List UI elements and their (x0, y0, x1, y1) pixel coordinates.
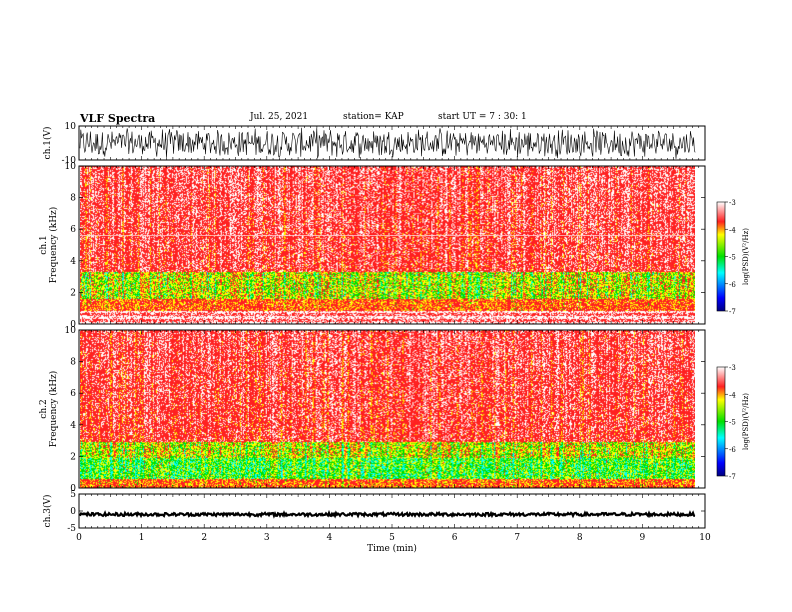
date-label: Jul. 25, 2021 (250, 112, 309, 122)
ch1-colorbar-tick-label: -3 (729, 199, 736, 207)
ch1-spectrogram-y-tick-label: 4 (70, 257, 76, 267)
x-tick-label: 4 (327, 533, 333, 543)
x-tick-label: 10 (699, 533, 711, 543)
ch2-colorbar-tick-label: -3 (729, 364, 736, 372)
ch1-waveform-panel: 10 -10 ch.1(V) (42, 122, 706, 166)
x-tick-label: 9 (640, 533, 646, 543)
x-tick-label: 1 (139, 533, 145, 543)
ch1-spectrogram-channel-label: ch.1 (39, 235, 49, 254)
ch1-spectrogram-panel: 0 2 4 6 8 10 ch.1 Frequency (kHz) (39, 162, 706, 330)
ch2-spectrogram-y-tick-label: 8 (70, 358, 76, 368)
start-time-label: start UT = 7 : 30: 1 (438, 112, 527, 122)
x-tick-label: 5 (389, 533, 395, 543)
x-tick-label: 7 (514, 533, 520, 543)
ch1-spectrogram-y-tick-label: 10 (65, 162, 77, 172)
ch3-y-tick-label: 0 (70, 507, 76, 517)
ch1-spectrogram-heatmap (80, 166, 695, 324)
ch1-colorbar (716, 201, 726, 312)
ch1-colorbar-tick-label: -6 (729, 281, 736, 289)
ch2-spectrogram-y-tick-label: 2 (70, 452, 76, 462)
station-label: station= KAP (343, 112, 404, 122)
ch1-colorbar-tick-label: -5 (729, 254, 736, 262)
ch2-spectrogram-y-tick-label: 10 (65, 326, 77, 336)
x-tick-label: 3 (264, 533, 270, 543)
ch3-y-tick-label: 5 (70, 490, 76, 500)
ch1-spectrogram-y-tick-label: 2 (70, 288, 76, 298)
ch1-y-tick-label: -10 (62, 156, 77, 166)
ch1-spectrogram-y-axis-label: Frequency (kHz) (48, 207, 59, 284)
x-tick-label: 2 (201, 533, 207, 543)
ch1-y-axis-label: ch.1(V) (42, 127, 53, 160)
ch1-spectrogram-y-tick-label: 8 (70, 194, 76, 204)
ch1-waveform-trace (79, 127, 696, 159)
x-tick-label: 0 (76, 533, 82, 543)
ch1-colorbar-tick-label: -4 (729, 226, 736, 234)
colorbars: -3 -4 -5 -6 -7 log(PSD)(V²/Hz) -3 -4 -5 -6 -7 log(P… (716, 199, 750, 481)
ch1-colorbar-tick-label: -7 (729, 308, 736, 316)
ch1-spectrogram-y-tick-label: 0 (70, 320, 76, 330)
ch2-colorbar-label: log(PSD)(V²/Hz) (742, 393, 750, 450)
ch2-colorbar-tick-label: -4 (729, 391, 736, 399)
x-tick-label: 6 (452, 533, 458, 543)
ch2-spectrogram-y-axis-label: Frequency (kHz) (48, 371, 59, 448)
ch3-waveform-frame (78, 493, 706, 529)
ch2-spectrogram-y-tick-label: 0 (70, 484, 76, 494)
ch3-y-tick-label: -5 (67, 524, 76, 534)
ch2-colorbar-tick-label: -7 (729, 473, 736, 481)
ch1-y-tick-label: 10 (65, 122, 77, 132)
ch1-spectrogram-y-tick-label: 6 (70, 225, 76, 235)
ch2-colorbar-tick-label: -5 (729, 419, 736, 427)
x-axis-label: Time (min) (367, 543, 417, 554)
ch3-y-axis-label: ch.3(V) (42, 495, 53, 528)
ch2-spectrogram-heatmap (80, 330, 695, 488)
ch2-spectrogram-channel-label: ch.2 (39, 399, 49, 418)
ch2-spectrogram-y-tick-label: 6 (70, 389, 76, 399)
ch1-colorbar-label: log(PSD)(V²/Hz) (742, 228, 750, 285)
ch2-spectrogram-panel: 0 2 4 6 8 10 ch.2 Frequency (kHz) (39, 326, 706, 494)
ch2-spectrogram-y-tick-label: 4 (70, 421, 76, 431)
ch3-waveform-trace (78, 509, 696, 519)
chart-title: VLF Spectra (80, 112, 156, 125)
ch2-colorbar (716, 366, 726, 477)
ch2-colorbar-tick-label: -6 (729, 446, 736, 454)
x-tick-label: 8 (577, 533, 583, 543)
